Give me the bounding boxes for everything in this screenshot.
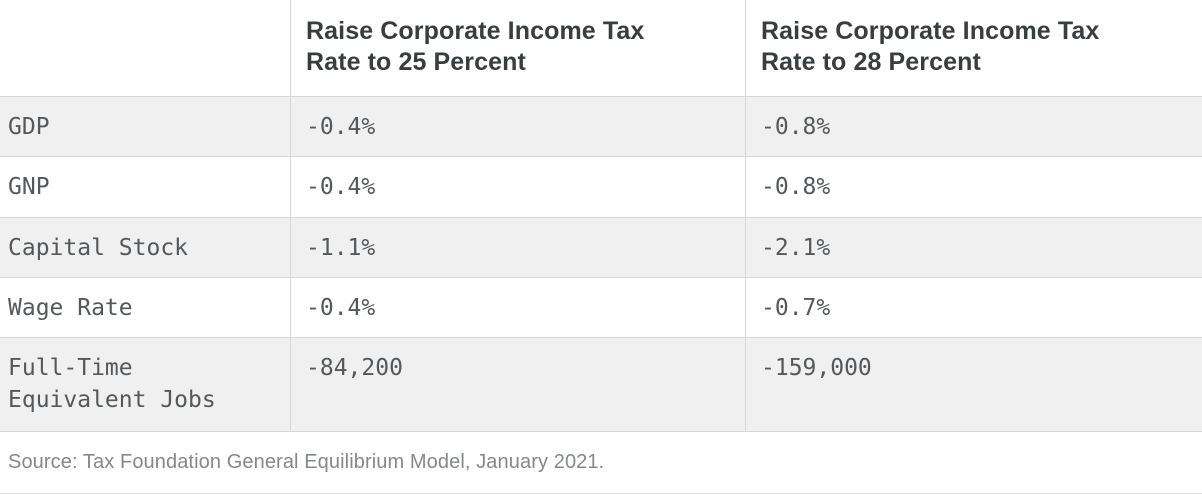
cell-gnp-28: -0.8% xyxy=(745,157,1202,218)
cell-capital-stock-28: -2.1% xyxy=(745,218,1202,278)
source-note: Source: Tax Foundation General Equilibri… xyxy=(8,451,605,473)
row-label-wage-rate: Wage Rate xyxy=(0,278,290,338)
cell-wage-rate-25: -0.4% xyxy=(290,278,745,338)
corner-cell xyxy=(0,0,290,97)
cell-gdp-28: -0.8% xyxy=(745,97,1202,157)
cell-gdp-25: -0.4% xyxy=(290,97,745,157)
row-label-fte-jobs: Full-Time Equivalent Jobs xyxy=(0,338,290,432)
row-label-capital-stock: Capital Stock xyxy=(0,218,290,278)
column-header-25-percent: Raise Corporate Income Tax Rate to 25 Pe… xyxy=(290,0,745,97)
row-label-gnp: GNP xyxy=(0,157,290,218)
column-header-28-percent: Raise Corporate Income Tax Rate to 28 Pe… xyxy=(745,0,1202,97)
data-table: Raise Corporate Income Tax Rate to 25 Pe… xyxy=(0,0,1202,432)
cell-capital-stock-25: -1.1% xyxy=(290,218,745,278)
cell-fte-jobs-25: -84,200 xyxy=(290,338,745,432)
row-label-gdp: GDP xyxy=(0,97,290,157)
cell-gnp-25: -0.4% xyxy=(290,157,745,218)
source-bar: Source: Tax Foundation General Equilibri… xyxy=(0,432,1202,494)
cell-fte-jobs-28: -159,000 xyxy=(745,338,1202,432)
cell-wage-rate-28: -0.7% xyxy=(745,278,1202,338)
